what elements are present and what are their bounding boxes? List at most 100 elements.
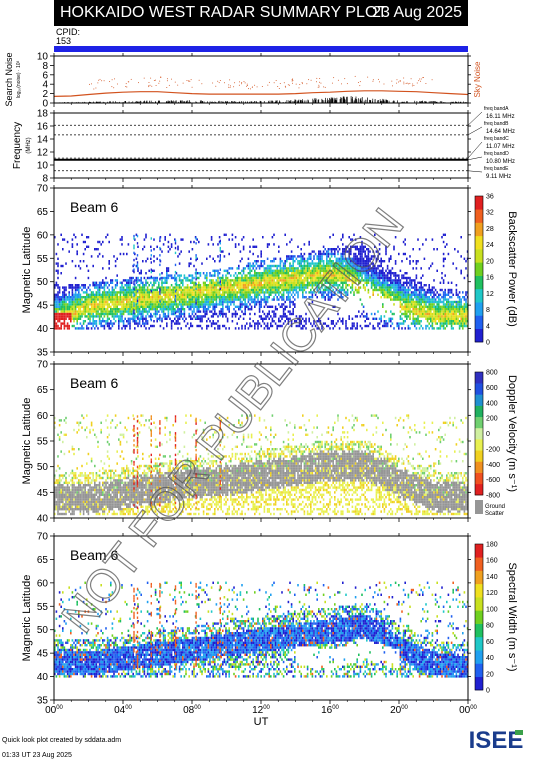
power-cell	[449, 300, 451, 304]
power-cell	[378, 317, 381, 320]
power-cell	[362, 284, 365, 287]
power-cell	[441, 308, 443, 311]
power-cell	[87, 310, 90, 313]
power-cell	[354, 248, 357, 251]
power-cell	[159, 324, 162, 328]
power-cell	[70, 317, 72, 320]
power-cell	[140, 296, 142, 299]
power-cell	[297, 279, 299, 282]
power-cell	[234, 236, 237, 239]
power-cell	[364, 324, 366, 328]
power-cell	[118, 322, 120, 325]
power-cell	[361, 272, 363, 275]
power-cell	[418, 296, 421, 299]
power-cell	[254, 312, 256, 316]
power-cell	[111, 324, 114, 328]
sky-noise-dot	[174, 81, 176, 83]
power-cell	[281, 286, 283, 289]
power-cell	[225, 300, 227, 304]
power-cell	[449, 288, 451, 292]
power-cell	[338, 291, 341, 294]
power-cell	[122, 312, 125, 316]
power-cell	[204, 315, 206, 318]
power-cell	[334, 255, 336, 258]
power-cell	[143, 310, 146, 313]
power-cell	[55, 269, 58, 272]
power-cell	[90, 291, 93, 294]
power-cell	[302, 281, 304, 284]
power-cell	[361, 327, 363, 330]
power-cell	[284, 305, 286, 308]
power-cell	[383, 284, 386, 287]
power-cell	[402, 288, 405, 292]
power-cell	[434, 300, 437, 304]
power-cell	[110, 300, 112, 304]
power-cell	[439, 298, 442, 301]
power-cell	[178, 274, 181, 277]
power-cell	[366, 324, 368, 328]
power-cell	[70, 300, 72, 304]
power-cells	[54, 233, 469, 330]
power-cell	[415, 308, 418, 311]
power-cell	[156, 320, 158, 323]
power-cell	[428, 327, 430, 330]
power-cell	[230, 293, 232, 296]
power-cell	[166, 293, 168, 296]
power-cell	[249, 293, 251, 296]
power-cell	[318, 274, 320, 277]
power-cell	[334, 252, 336, 256]
power-cell	[335, 279, 338, 282]
power-cell	[348, 264, 350, 268]
power-cell	[126, 284, 128, 287]
power-cell	[313, 281, 315, 284]
power-cell	[374, 279, 376, 282]
power-cell	[378, 264, 381, 268]
power-cell	[73, 298, 75, 301]
power-cell	[383, 320, 386, 323]
power-cell	[244, 305, 246, 308]
power-cell	[263, 317, 266, 320]
power-cell	[281, 305, 283, 308]
power-cell	[206, 293, 208, 296]
power-cell	[385, 281, 387, 284]
power-cell	[404, 312, 406, 316]
power-cell	[342, 288, 344, 292]
power-cell	[178, 322, 181, 325]
power-cell	[102, 291, 104, 294]
power-cell	[396, 274, 398, 277]
power-cell	[302, 279, 304, 282]
power-cell	[422, 312, 424, 316]
power-cell	[137, 269, 139, 272]
power-cell	[246, 274, 248, 277]
power-cell	[130, 317, 133, 320]
power-cell	[217, 324, 219, 328]
power-cell	[327, 267, 330, 270]
power-cell	[223, 300, 226, 304]
power-cell	[353, 245, 355, 248]
power-cell	[444, 291, 446, 294]
power-cell	[214, 312, 216, 316]
power-cell	[426, 298, 429, 301]
power-cell	[414, 284, 416, 287]
power-cell	[257, 298, 259, 301]
power-cell	[359, 281, 362, 284]
power-cell	[255, 303, 258, 306]
power-cell	[121, 281, 123, 284]
power-cell	[298, 255, 301, 258]
power-cell	[222, 324, 224, 328]
power-cell	[367, 248, 370, 251]
power-cell	[308, 257, 310, 260]
power-cell	[180, 305, 182, 308]
power-cell	[212, 243, 214, 246]
power-cell	[185, 296, 187, 299]
power-cell	[201, 262, 203, 265]
sky-noise-dot	[127, 81, 129, 83]
power-cell	[353, 264, 355, 268]
power-cell	[97, 315, 99, 318]
power-cell	[196, 305, 198, 308]
power-cell	[436, 248, 438, 251]
power-cell	[286, 286, 288, 289]
power-cell	[356, 327, 358, 330]
power-cell	[140, 276, 142, 280]
power-cell	[265, 298, 267, 301]
